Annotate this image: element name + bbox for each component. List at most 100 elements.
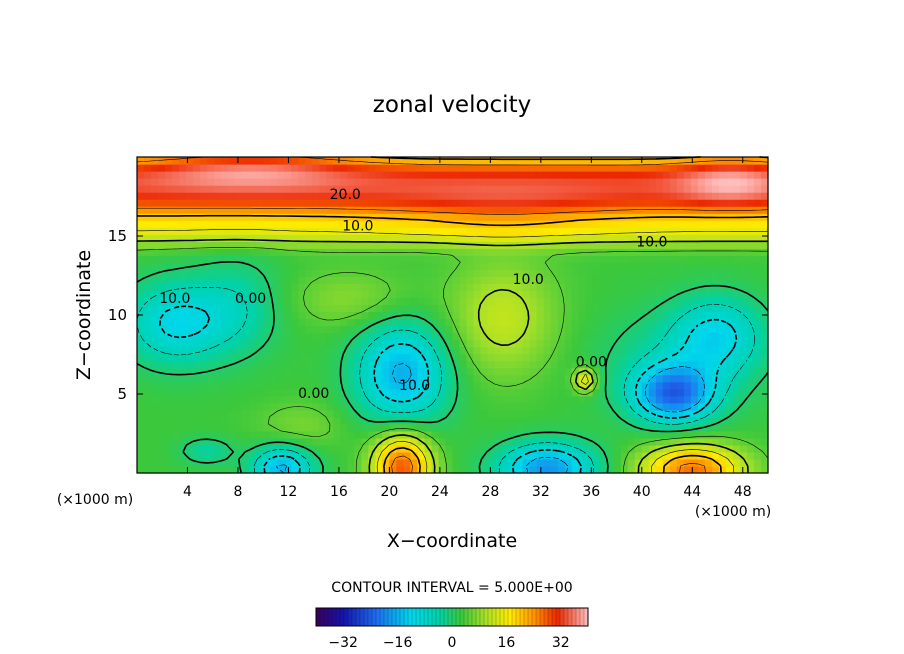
heatmap-cell — [410, 248, 419, 256]
heatmap-cell — [207, 206, 215, 214]
heatmap-cell — [235, 262, 243, 270]
heatmap-cell — [200, 206, 208, 214]
heatmap-cell — [711, 241, 720, 249]
heatmap-cell — [263, 178, 271, 186]
heatmap-cell — [410, 360, 419, 369]
y-tick-label: 10 — [108, 306, 127, 324]
heatmap-cell — [263, 388, 271, 397]
heatmap-cell — [599, 227, 608, 235]
heatmap-cell — [739, 178, 748, 186]
heatmap-cell — [557, 395, 566, 404]
heatmap-cell — [543, 437, 552, 446]
heatmap-cell — [655, 332, 664, 341]
heatmap-cell — [361, 164, 369, 172]
heatmap-cell — [333, 395, 341, 404]
heatmap-cell — [200, 199, 208, 207]
heatmap-cell — [368, 234, 376, 242]
heatmap-cell — [662, 304, 671, 313]
heatmap-cell — [585, 199, 594, 207]
heatmap-cell — [529, 234, 538, 242]
heatmap-cell — [704, 220, 713, 228]
heatmap-cell — [487, 213, 496, 221]
heatmap-cell — [550, 465, 559, 474]
heatmap-cell — [690, 430, 699, 439]
heatmap-cell — [284, 444, 292, 453]
heatmap-cell — [172, 157, 180, 165]
heatmap-cell — [445, 297, 454, 306]
heatmap-cell — [347, 346, 355, 355]
heatmap-cell — [263, 255, 271, 263]
heatmap-cell — [536, 367, 545, 376]
heatmap-cell — [235, 248, 243, 256]
heatmap-cell — [529, 171, 538, 179]
heatmap-cell — [263, 290, 271, 299]
heatmap-cell — [298, 262, 306, 270]
heatmap-cell — [291, 353, 299, 362]
heatmap-cell — [144, 304, 152, 313]
heatmap-cell — [739, 451, 748, 460]
heatmap-cell — [473, 360, 482, 369]
heatmap-cell — [214, 157, 222, 165]
heatmap-cell — [312, 297, 320, 306]
heatmap-cell — [494, 311, 503, 320]
heatmap-cell — [151, 164, 159, 172]
heatmap-cell — [536, 297, 545, 306]
heatmap-cell — [613, 388, 622, 397]
heatmap-cell — [725, 402, 734, 411]
heatmap-cell — [144, 248, 152, 256]
heatmap-cell — [669, 416, 678, 425]
heatmap-cell — [445, 367, 454, 376]
heatmap-cell — [445, 178, 454, 186]
heatmap-cell — [529, 262, 538, 270]
heatmap-cell — [501, 325, 510, 334]
heatmap-cell — [179, 367, 187, 376]
heatmap-cell — [186, 367, 194, 376]
heatmap-cell — [228, 276, 236, 284]
heatmap-cell — [529, 374, 538, 383]
heatmap-cell — [172, 269, 180, 277]
heatmap-cell — [403, 192, 412, 200]
heatmap-cell — [613, 381, 622, 390]
heatmap-cell — [459, 395, 468, 404]
heatmap-cell — [186, 213, 194, 221]
heatmap-cell — [571, 297, 580, 306]
heatmap-cell — [718, 248, 727, 256]
heatmap-cell — [501, 409, 510, 418]
heatmap-cell — [298, 374, 306, 383]
heatmap-cell — [599, 234, 608, 242]
heatmap-cell — [459, 248, 468, 256]
heatmap-cell — [193, 318, 201, 327]
heatmap-cell — [242, 451, 250, 460]
heatmap-cell — [690, 199, 699, 207]
heatmap-cell — [270, 374, 278, 383]
heatmap-cell — [361, 192, 369, 200]
heatmap-cell — [207, 199, 215, 207]
heatmap-cell — [144, 437, 152, 446]
heatmap-cell — [487, 360, 496, 369]
heatmap-cell — [396, 227, 405, 235]
heatmap-cell — [711, 423, 720, 432]
heatmap-cell — [270, 262, 278, 270]
heatmap-cell — [725, 416, 734, 425]
heatmap-cell — [543, 185, 552, 193]
heatmap-cell — [648, 451, 657, 460]
colorbar-swatch — [404, 608, 409, 626]
heatmap-cell — [480, 206, 489, 214]
heatmap-cell — [557, 241, 566, 249]
heatmap-cell — [312, 437, 320, 446]
heatmap-cell — [214, 451, 222, 460]
heatmap-cell — [648, 367, 657, 376]
heatmap-cell — [473, 192, 482, 200]
heatmap-cell — [270, 297, 278, 306]
heatmap-cell — [515, 360, 524, 369]
heatmap-cell — [529, 213, 538, 221]
heatmap-cell — [382, 430, 390, 439]
heatmap-cell — [305, 395, 313, 404]
heatmap-cell — [179, 171, 187, 179]
heatmap-cell — [634, 402, 643, 411]
heatmap-cell — [235, 255, 243, 263]
heatmap-cell — [557, 269, 566, 277]
heatmap-cell — [193, 255, 201, 263]
heatmap-cell — [277, 444, 285, 453]
heatmap-cell — [711, 283, 720, 292]
